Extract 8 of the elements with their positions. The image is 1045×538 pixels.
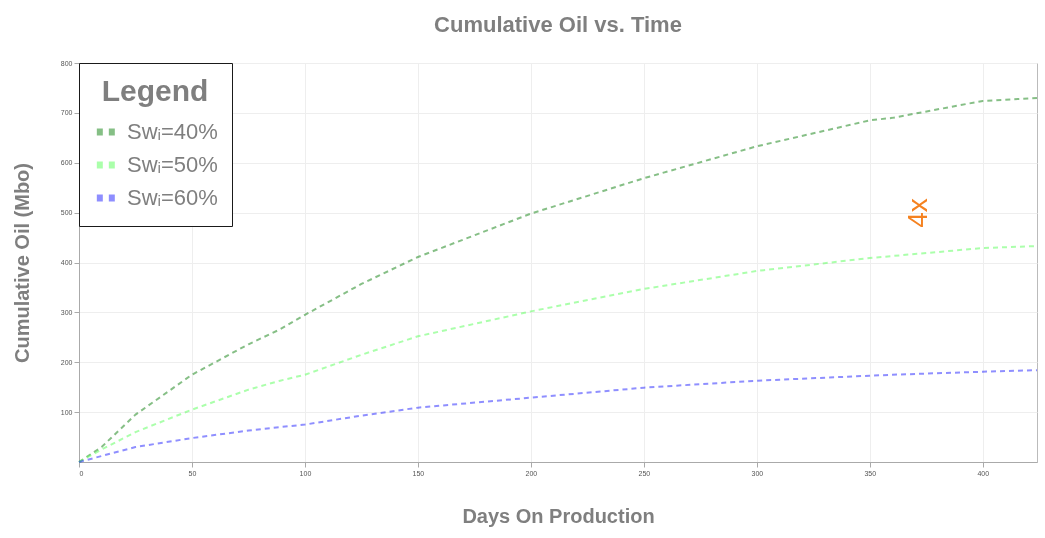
- chart-title: Cumulative Oil vs. Time: [434, 12, 682, 37]
- legend-label: Swᵢ=60%: [127, 185, 218, 210]
- x-axis-title: Days On Production: [462, 504, 655, 527]
- legend-label: Swᵢ=40%: [127, 119, 218, 144]
- legend-label: Swᵢ=50%: [127, 152, 218, 177]
- annotation: 4x: [902, 198, 933, 228]
- legend-title: Legend: [101, 74, 209, 107]
- y-axis-title: Cumulative Oil (Mbo): [10, 163, 33, 363]
